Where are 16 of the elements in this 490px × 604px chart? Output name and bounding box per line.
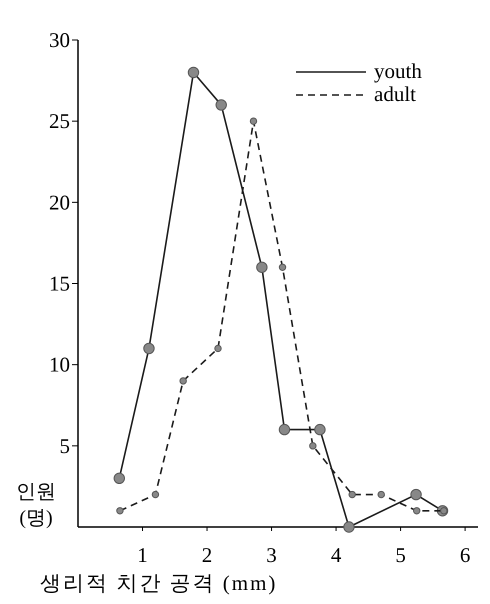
y-axis-title: 인원 (명) <box>16 481 56 529</box>
y-tick-label: 20 <box>49 190 70 214</box>
x-tick-label: 3 <box>266 543 277 567</box>
x-tick-label: 5 <box>395 543 406 567</box>
x-tick-label: 4 <box>330 543 342 567</box>
x-axis-title: 생리적 치간 공격 (mm) <box>40 571 278 595</box>
x-tick-label: 2 <box>202 543 212 567</box>
y-tick-label: 30 <box>49 28 70 52</box>
y-tick-label: 25 <box>49 109 70 134</box>
legend-label: youth <box>374 59 422 83</box>
legend-label: adult <box>374 82 416 106</box>
x-tick-label: 6 <box>460 543 470 567</box>
y-tick-label: 10 <box>49 352 70 377</box>
y-tick-label: 5 <box>60 434 70 458</box>
x-tick-label: 1 <box>137 543 148 567</box>
y-tick-label: 15 <box>49 272 70 296</box>
